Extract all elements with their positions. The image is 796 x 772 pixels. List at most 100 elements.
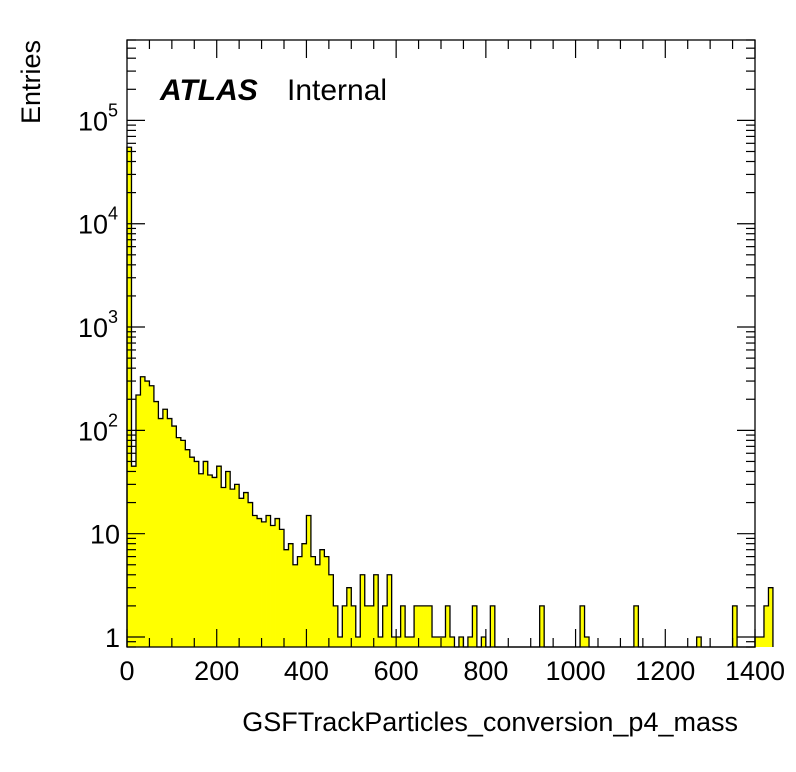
histogram-bin (351, 605, 357, 647)
histogram-bin (135, 394, 141, 647)
y-axis-label: Entries (16, 40, 46, 124)
y-tick-label: 10 (78, 106, 108, 136)
histogram-bin (203, 461, 209, 647)
histogram-bin (759, 636, 765, 647)
histogram-bin (284, 549, 289, 647)
histogram-bin (127, 147, 132, 648)
histogram-bin (364, 605, 370, 647)
histogram-outline (126, 146, 774, 648)
atlas-label: ATLAS (159, 74, 258, 107)
y-tick-label: 10 (78, 313, 108, 343)
x-tick-label: 600 (374, 656, 419, 686)
histogram-bin (333, 605, 339, 647)
histogram-bin (580, 605, 585, 647)
axis-ticks (126, 39, 756, 648)
histogram-bin (449, 636, 455, 647)
x-tick-label: 800 (463, 656, 508, 686)
histogram-bin (396, 636, 402, 647)
histogram-bin (423, 605, 428, 647)
histogram-bin (279, 529, 285, 647)
histogram-bin (297, 556, 303, 647)
histogram-bin (167, 418, 173, 647)
histogram-bin (319, 549, 325, 647)
y-tick-label: 10 (78, 210, 108, 240)
histogram-bin (180, 440, 186, 647)
histogram-bin (328, 574, 334, 647)
histogram-bin (324, 556, 330, 647)
histogram-bin (207, 474, 213, 647)
histogram-bin (346, 587, 352, 647)
histogram-bin (171, 426, 177, 647)
x-tick-labels: 0 200 400 600 800 1000 1200 1400 (119, 656, 785, 686)
histogram-bin (288, 543, 294, 647)
y-tick-label: 10 (78, 416, 108, 446)
atlas-internal-label: Internal (287, 74, 387, 107)
histogram-bin (234, 484, 240, 647)
histogram-bin (230, 489, 236, 647)
histogram-bin (252, 515, 258, 647)
histogram-bin (755, 636, 760, 647)
histogram-bin (337, 636, 343, 647)
histogram-bin (144, 381, 150, 647)
histogram-bin (633, 605, 639, 647)
histogram-bin (490, 605, 496, 647)
y-tick-exponent: 5 (108, 100, 118, 120)
histogram-bin (261, 521, 267, 647)
histogram-bin (221, 487, 227, 647)
histogram-bin (355, 636, 361, 647)
histogram-bin (768, 587, 774, 647)
x-tick-label: 200 (194, 656, 239, 686)
histogram-bin (239, 498, 245, 647)
histogram-bin (427, 605, 433, 647)
histogram-bin (185, 449, 191, 647)
histogram-bin (198, 473, 204, 647)
histogram-bin (418, 605, 424, 647)
histogram-bin (212, 477, 218, 647)
histogram-bin (189, 457, 195, 647)
histogram-bin (369, 605, 375, 647)
histogram-bin (763, 605, 769, 647)
histogram-bin (153, 401, 159, 647)
histogram-bin (373, 574, 379, 647)
y-tick-label: 10 (90, 520, 120, 550)
y-tick-exponent: 2 (108, 410, 118, 430)
x-tick-label: 400 (284, 656, 329, 686)
histogram-bin (194, 461, 200, 647)
histogram-bin (382, 605, 388, 647)
x-tick-label: 1200 (635, 656, 695, 686)
histogram-bin (225, 471, 231, 647)
y-tick-exponent: 4 (108, 204, 118, 224)
x-tick-label: 1400 (725, 656, 785, 686)
histogram-bin (467, 636, 473, 647)
histogram-bin (266, 515, 271, 647)
histogram-bin (243, 492, 249, 647)
histogram-bin (441, 636, 446, 647)
histogram-bin (342, 605, 348, 647)
histogram-bin (158, 418, 164, 647)
y-tick-exponent: 3 (108, 307, 118, 327)
histogram-bin (584, 636, 590, 647)
histogram-bin (270, 525, 276, 647)
histogram-bin (216, 466, 222, 647)
x-tick-label: 1000 (546, 656, 606, 686)
x-tick-label: 0 (119, 656, 134, 686)
histogram-bin (436, 636, 442, 647)
x-axis-label: GSFTrackParticles_conversion_p4_mass (242, 707, 738, 737)
histogram-bin (360, 574, 366, 647)
histogram-bin (162, 409, 168, 647)
histogram-bin (387, 574, 393, 647)
histogram-bin (292, 564, 298, 647)
histogram-bin (301, 543, 307, 647)
y-tick-label: 1 (105, 623, 120, 653)
histogram-bin (432, 636, 437, 647)
histogram-bin (378, 636, 384, 647)
histogram-bin (275, 518, 280, 647)
histogram-bin (400, 605, 406, 647)
histogram-bin (149, 385, 155, 647)
histogram-bin (176, 437, 182, 647)
histogram-bin (732, 605, 738, 647)
histogram-bin (539, 605, 545, 647)
histogram-bin (391, 636, 397, 647)
histogram-bin (306, 515, 312, 647)
